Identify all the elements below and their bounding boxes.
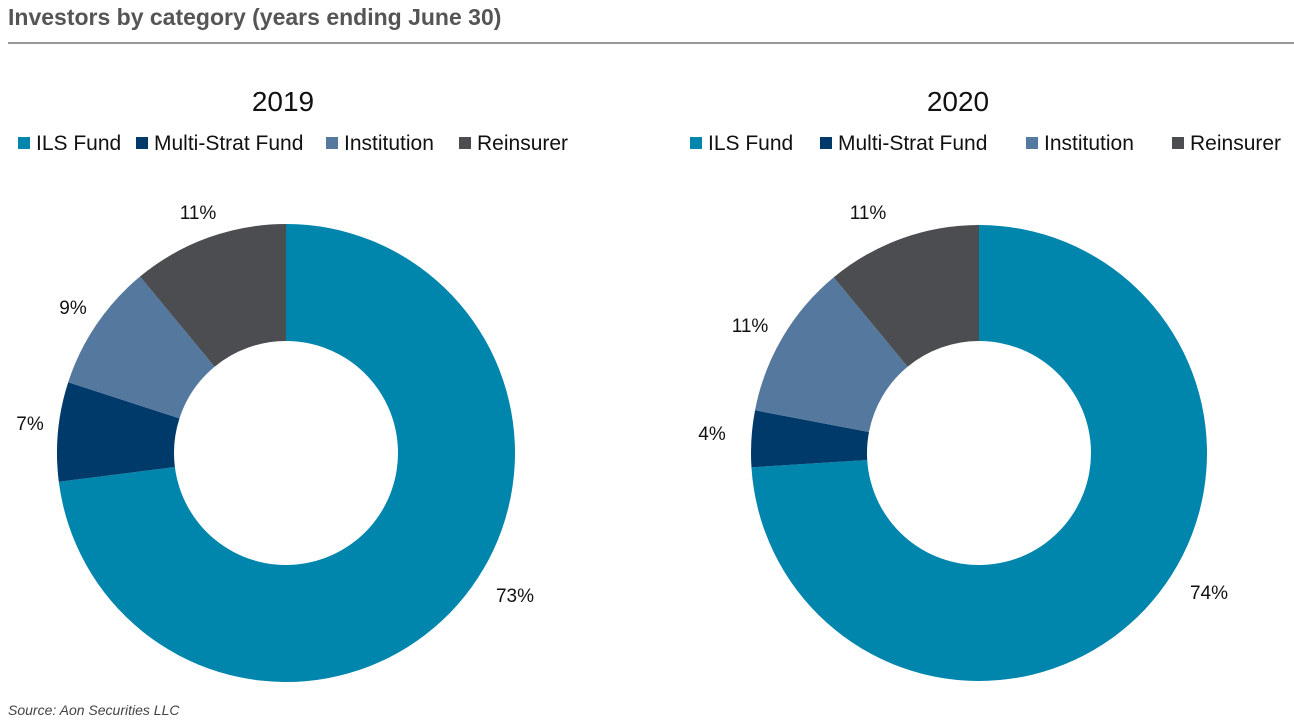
- data-label: 11%: [732, 316, 769, 337]
- legend-label: Reinsurer: [1190, 132, 1281, 155]
- slice-institution: [755, 277, 908, 433]
- legend-swatch: [459, 137, 471, 149]
- legend-swatch: [18, 137, 30, 149]
- data-label: 73%: [496, 586, 534, 607]
- donut-chart-2019: 2019 ILS Fund Multi-Strat Fund Institution R…: [16, 86, 568, 682]
- donut-chart-2020: 2020 ILS Fund Multi-Strat Fund Institution R…: [690, 86, 1281, 682]
- slice-multi-strat-fund: [751, 410, 869, 468]
- legend-label: ILS Fund: [36, 132, 121, 155]
- slice-reinsurer: [833, 225, 979, 367]
- slice-ils-fund: [58, 224, 516, 682]
- data-label: 11%: [180, 203, 217, 224]
- data-label: 9%: [59, 298, 87, 319]
- slice-multi-strat-fund: [56, 382, 180, 482]
- legend-label: Institution: [344, 132, 434, 155]
- legend-label: ILS Fund: [708, 132, 793, 155]
- data-label: 4%: [698, 424, 726, 445]
- data-label: 11%: [850, 203, 887, 224]
- legend-swatch: [820, 137, 832, 149]
- slice-institution: [68, 276, 215, 419]
- data-label: 74%: [1190, 583, 1228, 604]
- legend-swatch: [326, 137, 338, 149]
- legend-label: Institution: [1044, 132, 1134, 155]
- chart-title: Investors by category (years ending June…: [8, 4, 502, 30]
- slice-reinsurer: [140, 224, 286, 367]
- legend-label: Reinsurer: [477, 132, 568, 155]
- legend-label: Multi-Strat Fund: [838, 132, 987, 155]
- legend-swatch: [1026, 137, 1038, 149]
- chart-year-title: 2020: [927, 86, 989, 117]
- legend-swatch: [136, 137, 148, 149]
- legend-swatch: [690, 137, 702, 149]
- slice-ils-fund: [751, 225, 1207, 682]
- data-label: 7%: [16, 414, 44, 435]
- legend-swatch: [1172, 137, 1184, 149]
- chart-year-title: 2019: [252, 86, 314, 117]
- source-note: Source: Aon Securities LLC: [8, 702, 180, 718]
- title-divider: [8, 42, 1294, 44]
- legend-label: Multi-Strat Fund: [154, 132, 303, 155]
